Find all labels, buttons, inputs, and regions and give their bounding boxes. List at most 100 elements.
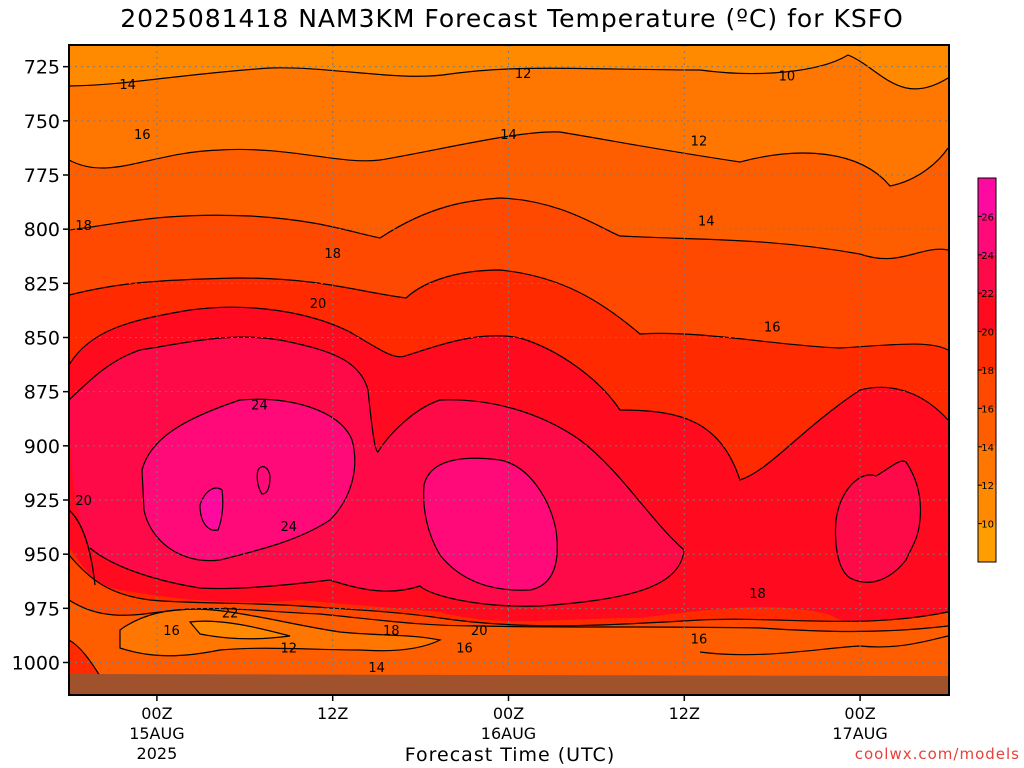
y-tick-label: 750 bbox=[24, 111, 60, 133]
contour-label: 16 bbox=[764, 321, 781, 336]
contour-line bbox=[199, 487, 224, 531]
colorbar-label: 24 bbox=[981, 251, 994, 262]
contour-label-text: 16 bbox=[691, 633, 708, 648]
contour-line bbox=[69, 336, 685, 607]
contour-lines bbox=[69, 54, 949, 677]
contour-label: 22 bbox=[222, 607, 239, 622]
contour-label: 14 bbox=[500, 128, 517, 143]
contour-label: 16 bbox=[691, 633, 708, 648]
x-tick-label: 00Z bbox=[493, 704, 524, 723]
colorbar: 10 12 14 16 18 20 22 24 26 bbox=[977, 177, 997, 563]
x-axis-title: Forecast Time (UTC) bbox=[404, 744, 616, 766]
chart-title: 2025081418 NAM3KM Forecast Temperature (… bbox=[120, 4, 904, 33]
colorbar-label: 14 bbox=[981, 443, 994, 454]
colorbar-swatch bbox=[978, 408, 996, 447]
y-tick-label: 900 bbox=[24, 436, 60, 458]
y-tick-label: 775 bbox=[24, 165, 60, 187]
colorbar-swatch bbox=[978, 446, 996, 486]
contour-label: 10 bbox=[779, 69, 796, 84]
contour-label-text: 14 bbox=[368, 661, 385, 676]
colorbar-label: 16 bbox=[981, 404, 994, 415]
band-22-24-far-east bbox=[835, 461, 921, 583]
x-tick-label: 15AUG bbox=[129, 724, 184, 743]
contour-line bbox=[69, 306, 949, 481]
contour-label: 12 bbox=[691, 134, 708, 149]
band-24-26-east bbox=[423, 458, 558, 591]
contour-line bbox=[256, 466, 271, 495]
colorbar-label: 18 bbox=[981, 366, 994, 377]
contour-line bbox=[119, 608, 442, 657]
colorbar-label: 26 bbox=[981, 212, 994, 223]
contour-label: 18 bbox=[749, 587, 766, 602]
contour-label-text: 18 bbox=[75, 219, 92, 234]
credit-link[interactable]: coolwx.com/models bbox=[854, 745, 1020, 763]
y-tick-label: 925 bbox=[24, 490, 60, 512]
colorbar-swatch bbox=[978, 485, 996, 524]
contour-label-text: 24 bbox=[280, 520, 297, 535]
contour-label-text: 16 bbox=[134, 128, 151, 143]
x-tick-label: 12Z bbox=[317, 704, 348, 723]
contour-line bbox=[188, 620, 291, 640]
contour-line bbox=[141, 398, 356, 562]
colorbar-swatch bbox=[978, 293, 996, 332]
contour-line bbox=[69, 197, 949, 260]
contour-label-text: 12 bbox=[691, 134, 708, 149]
contour-line bbox=[69, 509, 96, 586]
band-surface-warm bbox=[69, 640, 100, 676]
x-tick-label: 00Z bbox=[844, 704, 875, 723]
contour-label-text: 16 bbox=[764, 321, 781, 336]
y-tick-label: 725 bbox=[24, 57, 60, 79]
y-tick-label: 800 bbox=[24, 219, 60, 241]
contour-label: 18 bbox=[324, 247, 341, 262]
surface-terrain bbox=[69, 674, 948, 695]
contour-label-text: 16 bbox=[456, 641, 473, 656]
contour-label-text: 12 bbox=[515, 67, 532, 82]
x-tick-label: 17AUG bbox=[832, 724, 887, 743]
y-tick-label: 875 bbox=[24, 382, 60, 404]
band-24-26-west bbox=[142, 399, 355, 561]
contour-line bbox=[69, 54, 949, 90]
contour-label: 18 bbox=[75, 219, 92, 234]
x-tick-label: 00Z bbox=[141, 704, 172, 723]
contour-label: 20 bbox=[75, 494, 92, 509]
y-axis: 725 750 775 800 825 850 875 900 925 950 975 1000 bbox=[12, 57, 69, 675]
contour-label-text: 22 bbox=[222, 607, 239, 622]
contour-label-text: 14 bbox=[500, 128, 517, 143]
y-tick-label: 950 bbox=[24, 544, 60, 566]
contour-labels: 14 12 10 16 14 12 18 18 14 20 16 24 24 22 20 18 16 12 18 16… bbox=[75, 67, 795, 676]
y-tick-label: 850 bbox=[24, 328, 60, 350]
contour-label-text: 16 bbox=[163, 624, 180, 639]
colorbar-swatch bbox=[978, 523, 996, 562]
contour-label: 18 bbox=[383, 624, 400, 639]
colorbar-label: 20 bbox=[981, 328, 994, 339]
colorbar-label: 22 bbox=[981, 289, 994, 300]
colorbar-swatch bbox=[978, 254, 996, 294]
contour-label-text: 24 bbox=[251, 399, 268, 414]
colorbar-swatch bbox=[978, 178, 996, 217]
contour-label-text: 18 bbox=[383, 624, 400, 639]
contour-label: 16 bbox=[456, 641, 473, 656]
contour-line bbox=[69, 131, 949, 187]
contour-label: 20 bbox=[471, 624, 488, 639]
x-tick-label: 12Z bbox=[669, 704, 700, 723]
contour-label: 12 bbox=[515, 67, 532, 82]
colorbar-swatch bbox=[978, 216, 996, 255]
grid bbox=[69, 45, 948, 695]
contour-label-text: 14 bbox=[698, 215, 715, 230]
contour-line bbox=[69, 269, 949, 351]
contour-line bbox=[423, 457, 558, 591]
y-tick-label: 1000 bbox=[12, 653, 60, 675]
contour-line bbox=[69, 554, 949, 627]
contour-label-text: 10 bbox=[779, 69, 796, 84]
contour-line bbox=[69, 639, 101, 677]
contour-label: 12 bbox=[280, 641, 297, 656]
contour-label-text: 12 bbox=[280, 641, 297, 656]
x-tick-label: 16AUG bbox=[481, 724, 536, 743]
contour-label-text: 20 bbox=[75, 494, 92, 509]
y-tick-label: 825 bbox=[24, 273, 60, 295]
contour-label-text: 18 bbox=[324, 247, 341, 262]
contour-label-text: 14 bbox=[119, 78, 136, 93]
contour-line bbox=[834, 460, 922, 583]
